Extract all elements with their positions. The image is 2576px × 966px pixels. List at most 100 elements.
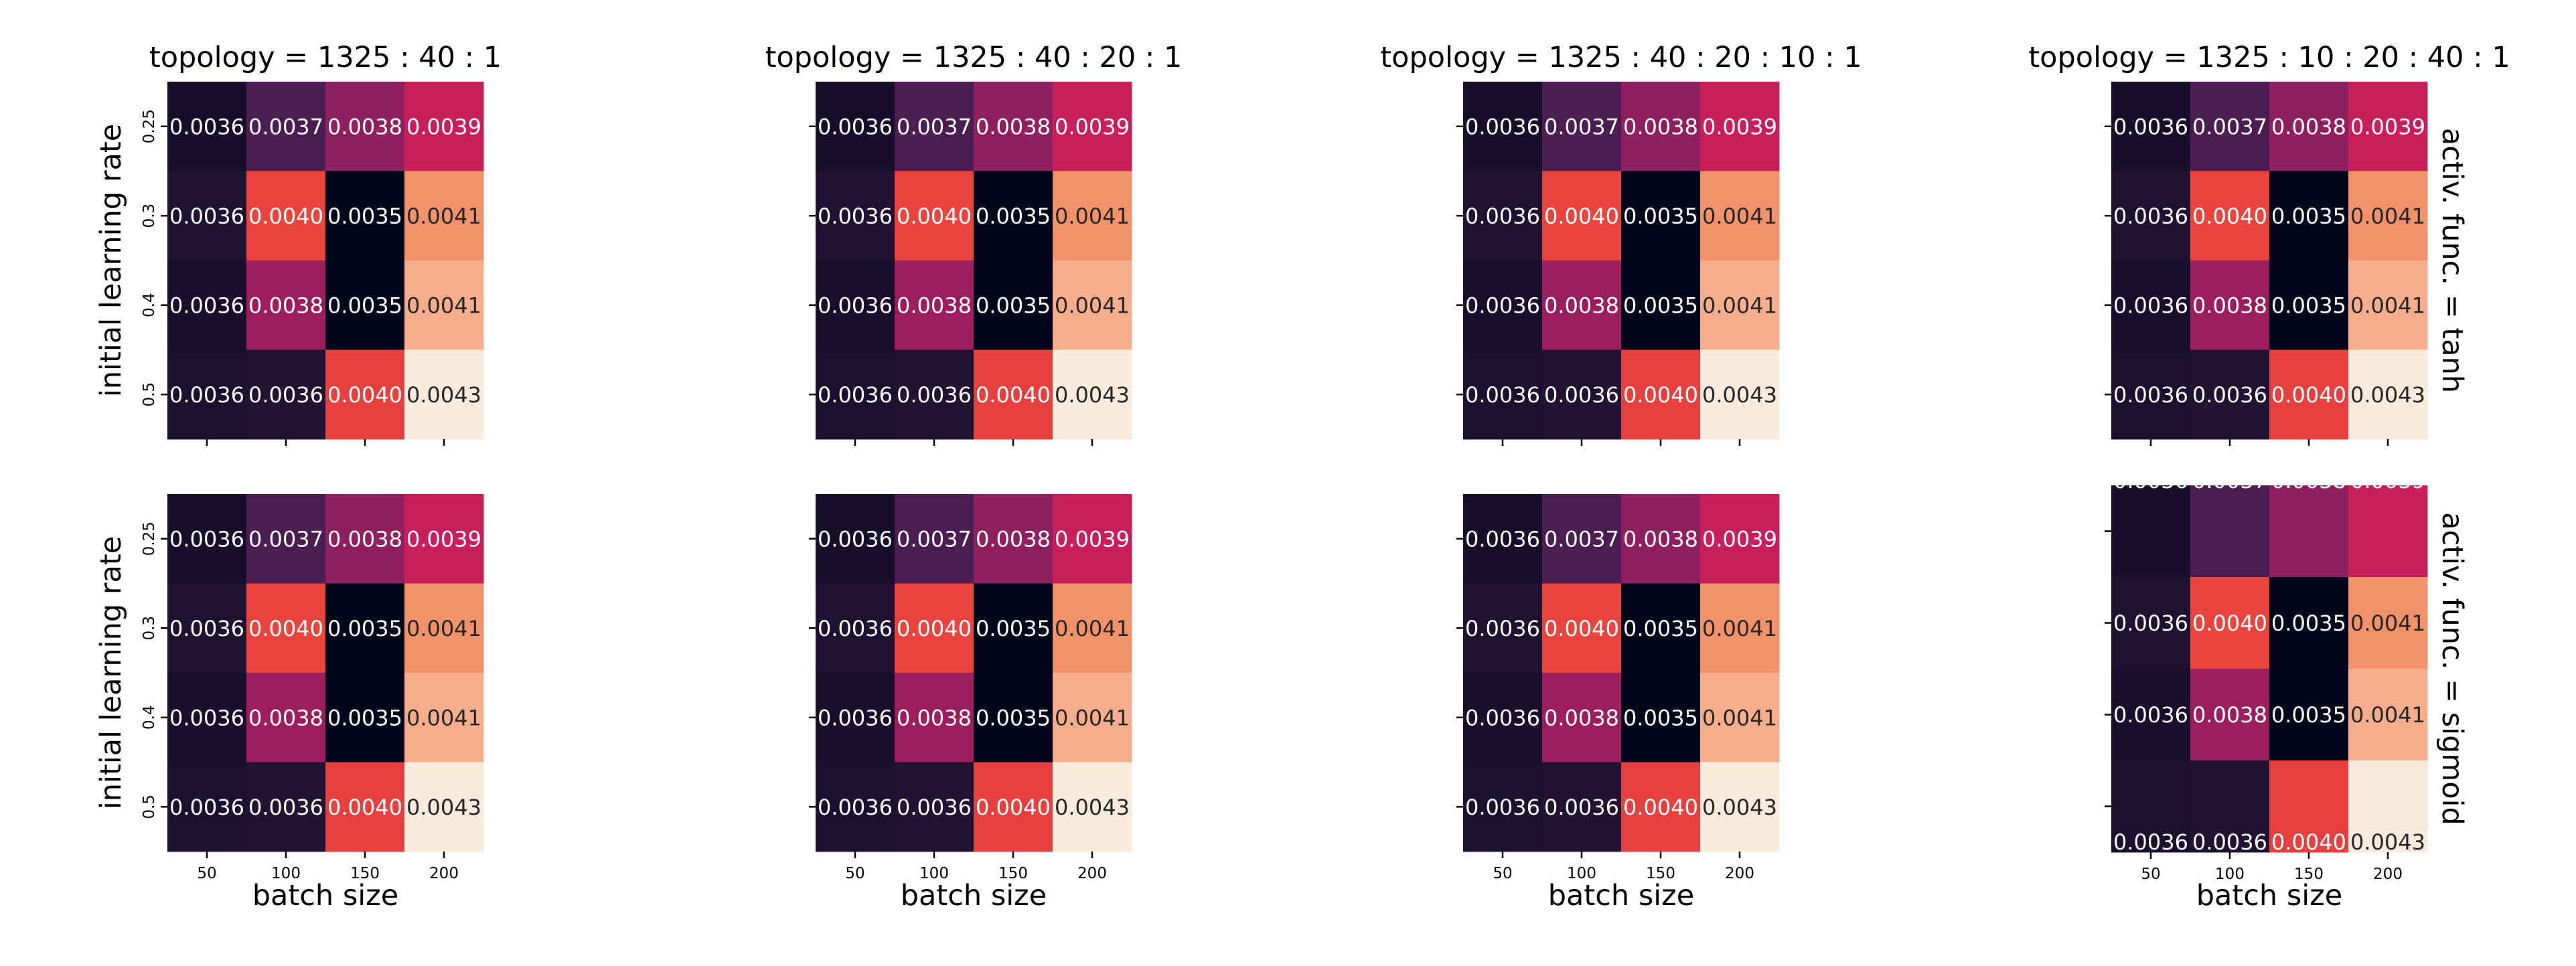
panel-r1-c3-cell-1-1 xyxy=(2190,577,2270,669)
panel-r1-c1-cell-1-1 xyxy=(895,583,974,673)
panel-r0-c3-cell-label-0-1: 0.0037 xyxy=(2192,114,2267,139)
panel-r1-c1-cell-label-1-1: 0.0040 xyxy=(897,616,972,641)
panel-r1-c1-cell-label-2-0: 0.0036 xyxy=(818,705,893,730)
panel-r1-c1-cell-label-3-3: 0.0043 xyxy=(1055,795,1130,820)
panel-r0-c0-cell-1-2 xyxy=(325,171,405,261)
panel-r0-c0-cell-label-1-2: 0.0035 xyxy=(327,204,402,229)
panel-r1-c3-xlabel: batch size xyxy=(2196,879,2342,912)
panel-r1-c2-cell-label-0-3: 0.0039 xyxy=(1702,526,1777,552)
panel-r0-c0-cell-label-1-1: 0.0040 xyxy=(248,204,323,229)
panel-r1-c2-cell-label-2-0: 0.0036 xyxy=(1465,705,1540,730)
panel-r0-c2-cell-3-2 xyxy=(1621,349,1701,440)
panel-r0-c0-cell-label-1-3: 0.0041 xyxy=(406,204,481,229)
panel-r1-c3-cell-0-0 xyxy=(2111,485,2191,578)
panel-r1-c2-cell-2-1 xyxy=(1542,673,1622,762)
panel-r0-c0-cell-2-0 xyxy=(167,260,247,350)
panel-r1-c1-cell-1-2 xyxy=(974,583,1053,673)
panel-r1-c2-cell-1-1 xyxy=(1542,583,1622,673)
panel-r1-c2-cell-2-3 xyxy=(1700,673,1780,762)
panel-r0-c2-cell-label-2-0: 0.0036 xyxy=(1465,293,1540,318)
panel-r1-c2-cell-3-1 xyxy=(1542,762,1622,852)
panel-r1-c3-cell-label-2-1: 0.0038 xyxy=(2192,702,2267,728)
panel-r0-c1-cell-label-2-3: 0.0041 xyxy=(1055,293,1130,318)
panel-r0-c2-cell-0-1 xyxy=(1542,82,1622,171)
panel-r1-c3-cell-label-2-3: 0.0041 xyxy=(2350,702,2425,728)
panel-r0-c1-cell-label-1-1: 0.0040 xyxy=(897,204,972,229)
panel-r0-c1-cell-1-0 xyxy=(816,171,895,261)
panel-r1-c3-cell-label-2-0: 0.0036 xyxy=(2113,702,2188,728)
panel-r0-c3-cell-3-1 xyxy=(2190,349,2270,440)
panel-r0-c1-cell-label-1-0: 0.0036 xyxy=(818,204,893,229)
panel-r1-c0-cell-1-2 xyxy=(325,583,405,673)
panel-r0-c3-cell-label-2-0: 0.0036 xyxy=(2113,293,2188,318)
panel-r1-c0-cell-1-3 xyxy=(404,583,484,673)
panel-r0-c0-cell-label-2-2: 0.0035 xyxy=(327,293,402,318)
panel-r0-c0-cell-label-0-0: 0.0036 xyxy=(169,114,244,139)
panel-r1-c2-xtick-label-2: 150 xyxy=(1646,865,1675,882)
panel-r0-c3-cell-2-0 xyxy=(2111,260,2191,350)
panel-r1-c3-cell-label-3-2: 0.0040 xyxy=(2271,829,2346,855)
panel-r1-c3-cell-label-1-1: 0.0040 xyxy=(2192,611,2267,636)
panel-r1-c3-cell-3-0 xyxy=(2111,760,2191,853)
panel-r1-c1-cell-label-1-0: 0.0036 xyxy=(818,616,893,641)
panel-r1-c2-cell-0-0 xyxy=(1463,494,1543,584)
panel-r1-c2-xtick-label-3: 200 xyxy=(1725,865,1754,882)
panel-r1-c0-xtick-label-1: 100 xyxy=(271,865,301,882)
panel-r1-c1-cell-label-0-2: 0.0038 xyxy=(976,526,1051,552)
panel-r0-c3-cell-3-2 xyxy=(2269,349,2349,440)
panel-r0-c3-cell-label-2-3: 0.0041 xyxy=(2350,293,2425,318)
panel-r0-c2-cell-2-3 xyxy=(1700,260,1780,350)
panel-r0-c1-cell-1-3 xyxy=(1053,171,1132,261)
panel-r0-c3-cell-1-0 xyxy=(2111,171,2191,261)
panel-r0-c2-cell-label-1-0: 0.0036 xyxy=(1465,204,1540,229)
panel-r0-c2-cell-3-3 xyxy=(1700,349,1780,440)
panel-r1-c1-cell-label-2-3: 0.0041 xyxy=(1055,705,1130,730)
panel-r1-c3-cell-1-3 xyxy=(2348,577,2428,669)
row-title-0: activ. func. = tanh xyxy=(2435,128,2469,393)
panel-r0-c1-cell-3-0 xyxy=(816,349,895,440)
panel-r1-c3-cell-1-0 xyxy=(2111,577,2191,669)
panel-r1-c2-xlabel: batch size xyxy=(1548,879,1694,912)
panel-r0-c3-cell-label-3-0: 0.0036 xyxy=(2113,382,2188,408)
panel-r0-c0-cell-0-0 xyxy=(167,82,247,171)
panel-r1-c2-cell-3-2 xyxy=(1621,762,1701,852)
panel-r0-c0-cell-label-3-1: 0.0036 xyxy=(248,382,323,408)
panel-r1-c1-cell-3-0 xyxy=(816,762,895,852)
panel-r1-c0-ytick-label-2: 0.4 xyxy=(141,705,158,730)
panel-r1-c2-cell-0-2 xyxy=(1621,494,1701,584)
panel-r0-c0-cell-label-0-3: 0.0039 xyxy=(406,114,481,139)
panel-r1-c2-cell-label-3-3: 0.0043 xyxy=(1702,795,1777,820)
panel-r1-c0-xlabel: batch size xyxy=(252,879,398,912)
panel-r0-c2-cell-0-2 xyxy=(1621,82,1701,171)
panel-r0-c2-cell-label-2-3: 0.0041 xyxy=(1702,293,1777,318)
panel-r0-c3-cell-label-2-1: 0.0038 xyxy=(2192,293,2267,318)
panel-r0-c0-cell-0-3 xyxy=(404,82,484,171)
panel-r1-c2-cell-label-1-0: 0.0036 xyxy=(1465,616,1540,641)
panel-r0-c2-cell-3-1 xyxy=(1542,349,1622,440)
panel-r1-c3-cell-label-1-2: 0.0035 xyxy=(2271,611,2346,636)
panel-r0-c3-cell-2-3 xyxy=(2348,260,2428,350)
panel-r0-c1-cell-label-3-1: 0.0036 xyxy=(897,382,972,408)
panel-r1-c1-cell-0-0 xyxy=(816,494,895,584)
panel-r1-c1-cell-1-3 xyxy=(1053,583,1132,673)
panel-r0-c2-cell-0-0 xyxy=(1463,82,1543,171)
panel-r0-c0-cell-1-0 xyxy=(167,171,247,261)
panel-r1-c1-cell-0-2 xyxy=(974,494,1053,584)
panel-r0-c3-cell-1-1 xyxy=(2190,171,2270,261)
panel-r0-c2-cell-label-0-3: 0.0039 xyxy=(1702,114,1777,139)
panel-r0-c0-cell-label-3-2: 0.0040 xyxy=(327,382,402,408)
panel-r1-c0-cell-2-2 xyxy=(325,673,405,762)
panel-r1-c0-cell-label-1-0: 0.0036 xyxy=(169,616,244,641)
panel-r1-c0-cell-label-2-2: 0.0035 xyxy=(327,705,402,730)
panel-r1-c3-cell-label-2-2: 0.0035 xyxy=(2271,702,2346,728)
panel-r1-c3-cell-2-1 xyxy=(2190,669,2270,761)
panel-r0-c2-cell-label-3-1: 0.0036 xyxy=(1544,382,1619,408)
panel-r1-c3-cell-3-2 xyxy=(2269,760,2349,853)
panel-r0-c1-cell-1-1 xyxy=(895,171,974,261)
panel-r1-c2-cell-1-0 xyxy=(1463,583,1543,673)
panel-r1-c0-ytick-label-1: 0.3 xyxy=(141,616,158,641)
panel-r0-c0-cell-3-1 xyxy=(246,349,326,440)
panel-r1-c0-cell-label-1-1: 0.0040 xyxy=(248,616,323,641)
panel-r0-c3-cell-2-2 xyxy=(2269,260,2349,350)
panel-r0-c1-cell-label-2-2: 0.0035 xyxy=(976,293,1051,318)
